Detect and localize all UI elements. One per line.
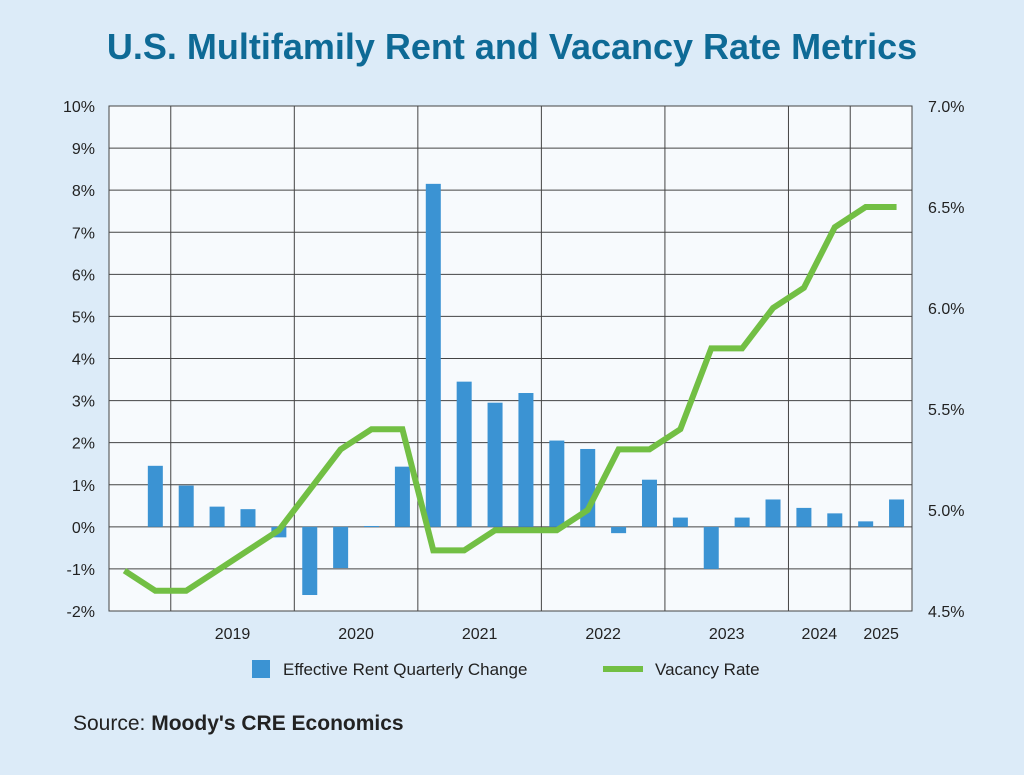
x-tick-label: 2022 — [585, 626, 621, 643]
y-left-tick-label: 5% — [72, 309, 95, 326]
legend-swatch-rent — [252, 660, 270, 678]
legend-label-rent: Effective Rent Quarterly Change — [283, 660, 527, 679]
rent-bar — [889, 499, 905, 527]
rent-bar — [240, 509, 256, 527]
rent-bar — [611, 526, 627, 534]
y-left-tick-label: 2% — [72, 436, 95, 453]
rent-bar — [549, 440, 565, 527]
chart-title: U.S. Multifamily Rent and Vacancy Rate M… — [106, 26, 918, 67]
y-left-tick-label: -1% — [67, 562, 95, 579]
rent-bar — [765, 499, 781, 527]
rent-bar — [147, 465, 163, 527]
rent-bar — [178, 485, 194, 527]
y-left-tick-label: 1% — [72, 478, 95, 495]
x-tick-label: 2024 — [802, 626, 838, 643]
rent-bar — [518, 393, 534, 527]
x-tick-label: 2025 — [863, 626, 899, 643]
rent-bar — [641, 479, 657, 527]
rent-bar — [456, 381, 472, 527]
rent-bar — [364, 525, 380, 527]
rent-bar — [394, 466, 410, 527]
source-label: Source: — [73, 712, 146, 735]
y-right-tick-label: 4.5% — [928, 604, 964, 621]
y-left-tick-label: 4% — [72, 352, 95, 369]
y-left-tick-label: 6% — [72, 267, 95, 284]
rent-bar — [487, 402, 503, 527]
y-left-tick-label: 0% — [72, 520, 95, 537]
x-tick-label: 2021 — [462, 626, 498, 643]
y-left-tick-label: 7% — [72, 225, 95, 242]
source-name: Moody's CRE Economics — [151, 712, 404, 735]
y-right-tick-label: 5.5% — [928, 402, 964, 419]
y-left-tick-label: 9% — [72, 141, 95, 158]
rent-bar — [425, 183, 441, 527]
rent-bar — [333, 526, 349, 569]
rent-bar — [703, 526, 719, 569]
y-left-tick-label: -2% — [67, 604, 95, 621]
rent-bar — [827, 513, 843, 527]
rent-bar — [209, 506, 225, 527]
source-note: Source: Moody's CRE Economics — [73, 712, 404, 736]
y-right-tick-label: 6.0% — [928, 301, 964, 318]
y-right-tick-label: 5.0% — [928, 503, 964, 520]
y-right-tick-label: 6.5% — [928, 200, 964, 217]
y-left-tick-label: 3% — [72, 394, 95, 411]
legend-label-vacancy: Vacancy Rate — [655, 660, 760, 679]
rent-bar — [796, 507, 812, 527]
y-left-tick-label: 10% — [63, 99, 95, 116]
vacancy-rate-line — [122, 204, 897, 594]
y-left-tick-label: 8% — [72, 183, 95, 200]
rent-bar — [734, 517, 750, 527]
rent-bar — [858, 521, 874, 527]
rent-bar — [672, 517, 688, 527]
y-right-tick-label: 7.0% — [928, 99, 964, 116]
plot-border — [108, 105, 913, 612]
x-tick-label: 2020 — [338, 626, 374, 643]
rent-bar — [302, 526, 318, 596]
x-tick-label: 2019 — [215, 626, 251, 643]
x-tick-label: 2023 — [709, 626, 745, 643]
